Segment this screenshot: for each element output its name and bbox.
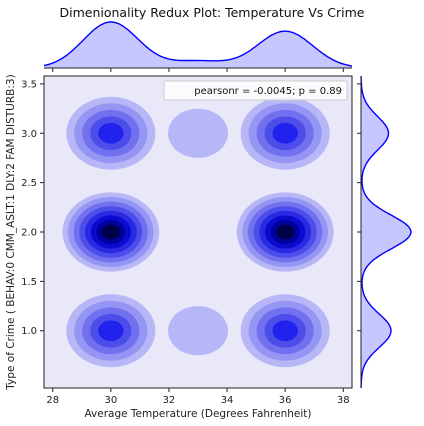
x-tick-label-32: 32 <box>163 395 176 406</box>
legend-box <box>163 80 348 101</box>
density-ring-4-7 <box>276 224 295 240</box>
density-ring-6-0 <box>167 306 229 356</box>
y-tick-label-1.5: 1.5 <box>21 277 37 288</box>
legend: pearsonr = -0.0045; p = 0.89 <box>163 80 348 101</box>
y-marginal-line <box>360 76 412 388</box>
x-tick-label-28: 28 <box>46 395 59 406</box>
x-marginal-line <box>43 21 353 67</box>
x-marginal <box>43 21 353 72</box>
x-tick-label-38: 38 <box>337 395 350 406</box>
x-axis-label: Average Temperature (Degrees Fahrenheit) <box>84 408 311 420</box>
y-marginal <box>357 76 412 388</box>
legend-annotation: pearsonr = -0.0045; p = 0.89 <box>194 86 342 97</box>
x-axis: 28 30 32 34 36 38 <box>46 388 350 406</box>
x-tick-label-36: 36 <box>279 395 292 406</box>
y-axis-label: Type of Crime ( BEHAV:0 CMM_ASLT:1 DLY:2… <box>5 74 17 390</box>
density-ring-3-7 <box>101 224 120 240</box>
density-ring-2-4 <box>272 122 298 144</box>
y-tick-label-2.5: 2.5 <box>21 178 37 189</box>
x-tick-label-34: 34 <box>221 395 234 406</box>
y-tick-label-1.0: 1.0 <box>21 326 37 337</box>
density-ring-7-4 <box>272 320 298 342</box>
density-ring-1-0 <box>167 108 229 158</box>
chart-title: Dimenionality Redux Plot: Temperature Vs… <box>60 5 365 20</box>
density-ring-5-4 <box>98 320 124 342</box>
y-tick-label-3.5: 3.5 <box>21 79 37 90</box>
y-tick-label-2.0: 2.0 <box>21 228 37 239</box>
y-tick-label-3.0: 3.0 <box>21 129 37 140</box>
density-ring-0-4 <box>98 122 124 144</box>
y-axis: 1.0 1.5 2.0 2.5 3.0 3.5 <box>21 79 44 337</box>
x-tick-label-30: 30 <box>104 395 117 406</box>
density-contours <box>62 96 334 368</box>
